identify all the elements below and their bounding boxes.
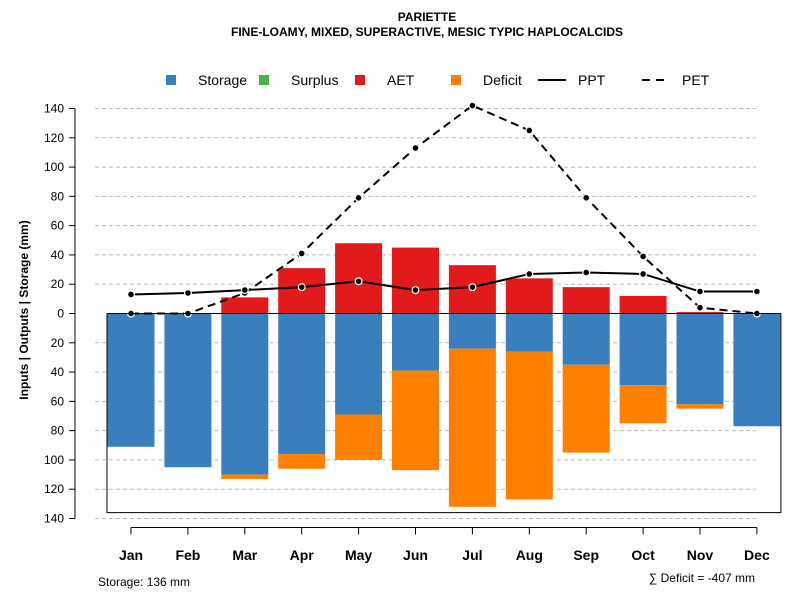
y-tick-label: 120 [44, 131, 64, 145]
ppt-point [354, 277, 363, 286]
y-tick-label: 140 [44, 512, 64, 526]
legend-swatch-deficit [451, 75, 461, 85]
chart-title: PARIETTE [398, 10, 456, 24]
aet-bar [392, 247, 439, 314]
ppt-point [639, 269, 648, 278]
legend: Storage Surplus AET Deficit PPT PET [166, 72, 710, 88]
storage-capacity-box [106, 313, 782, 514]
pet-point [639, 252, 648, 261]
storage-bar [278, 313, 326, 455]
chart-subtitle: FINE-LOAMY, MIXED, SUPERACTIVE, MESIC TY… [231, 25, 623, 39]
bars-layer [107, 243, 781, 507]
deficit-bar [278, 454, 326, 469]
storage-bar [164, 313, 212, 468]
deficit-bar [392, 370, 439, 471]
y-tick-label: 60 [51, 219, 65, 233]
pet-point [411, 144, 420, 153]
x-tick-label: Jan [119, 547, 143, 563]
ppt-point [183, 288, 192, 297]
y-tick-label: 60 [51, 394, 65, 408]
deficit-bar [221, 474, 269, 479]
ppt-point [695, 287, 704, 296]
y-tick-label: 0 [57, 307, 64, 321]
x-tick-label: Jul [462, 547, 482, 563]
pet-point [297, 249, 306, 258]
axes-layer: 140 120 100 80 60 40 20 0 20 40 60 80 100 120 140 Jan Fe… [44, 101, 781, 563]
x-tick-label: Feb [175, 547, 200, 563]
storage-bar [221, 313, 269, 475]
x-tick-label: Apr [290, 547, 315, 563]
legend-swatch-aet [355, 75, 365, 85]
x-tick-label: May [345, 547, 372, 563]
pet-point [525, 126, 534, 135]
pet-point [468, 101, 477, 110]
legend-swatch-surplus [259, 75, 269, 85]
deficit-bar [448, 348, 496, 507]
legend-swatch-storage [166, 75, 176, 85]
storage-capacity-outline [106, 313, 782, 514]
x-tick-label: Aug [516, 547, 543, 563]
aet-bar [562, 287, 610, 314]
deficit-bar [619, 385, 667, 424]
ppt-point [525, 269, 534, 278]
storage-bar [448, 313, 496, 349]
pet-point [354, 193, 363, 202]
y-tick-label: 20 [51, 336, 65, 350]
deficit-note: ∑ Deficit = -407 mm [649, 571, 755, 585]
aet-bar [505, 278, 553, 314]
storage-bar [733, 313, 781, 427]
x-tick-label: Nov [687, 547, 714, 563]
storage-bar [392, 313, 439, 371]
x-tick-label: Dec [744, 547, 770, 563]
deficit-bar [562, 364, 610, 453]
ppt-point [582, 268, 591, 277]
x-tick-label: Mar [232, 547, 257, 563]
pet-point [582, 193, 591, 202]
deficit-bar [505, 351, 553, 500]
storage-bar [562, 313, 610, 365]
legend-label-ppt: PPT [578, 72, 606, 88]
x-tick-label: Jun [403, 547, 428, 563]
ppt-point [411, 286, 420, 295]
y-tick-label: 20 [51, 277, 65, 291]
ppt-point [297, 283, 306, 292]
x-tick-label: Oct [631, 547, 655, 563]
legend-label-storage: Storage [198, 72, 247, 88]
y-tick-label: 120 [44, 482, 64, 496]
y-axis-label: Inputs | Outputs | Storage (mm) [17, 220, 31, 399]
ppt-point [752, 287, 761, 296]
x-tick-label: Sep [573, 547, 599, 563]
storage-bar [107, 313, 155, 447]
legend-label-pet: PET [682, 72, 710, 88]
pet-point [695, 303, 704, 312]
legend-label-aet: AET [387, 72, 415, 88]
aet-bar [676, 312, 724, 314]
y-tick-label: 40 [51, 365, 65, 379]
ppt-point [468, 283, 477, 292]
y-tick-label: 100 [44, 160, 64, 174]
storage-bar [676, 313, 724, 405]
storage-note: Storage: 136 mm [98, 575, 190, 589]
y-tick-label: 100 [44, 453, 64, 467]
storage-bar [619, 313, 667, 386]
pet-line [131, 104, 758, 315]
deficit-bar [335, 414, 383, 460]
aet-bar [619, 295, 667, 314]
y-tick-label: 140 [44, 101, 64, 115]
legend-label-deficit: Deficit [483, 72, 522, 88]
y-tick-label: 40 [51, 248, 65, 262]
y-tick-label: 80 [51, 424, 65, 438]
ppt-line [130, 271, 757, 296]
storage-bar [505, 313, 553, 352]
storage-bar [335, 313, 383, 415]
ppt-point [240, 286, 249, 295]
aet-bar [221, 297, 269, 314]
legend-label-surplus: Surplus [291, 72, 338, 88]
ppt-point [126, 290, 135, 299]
y-tick-label: 80 [51, 189, 65, 203]
deficit-bar [676, 404, 724, 409]
